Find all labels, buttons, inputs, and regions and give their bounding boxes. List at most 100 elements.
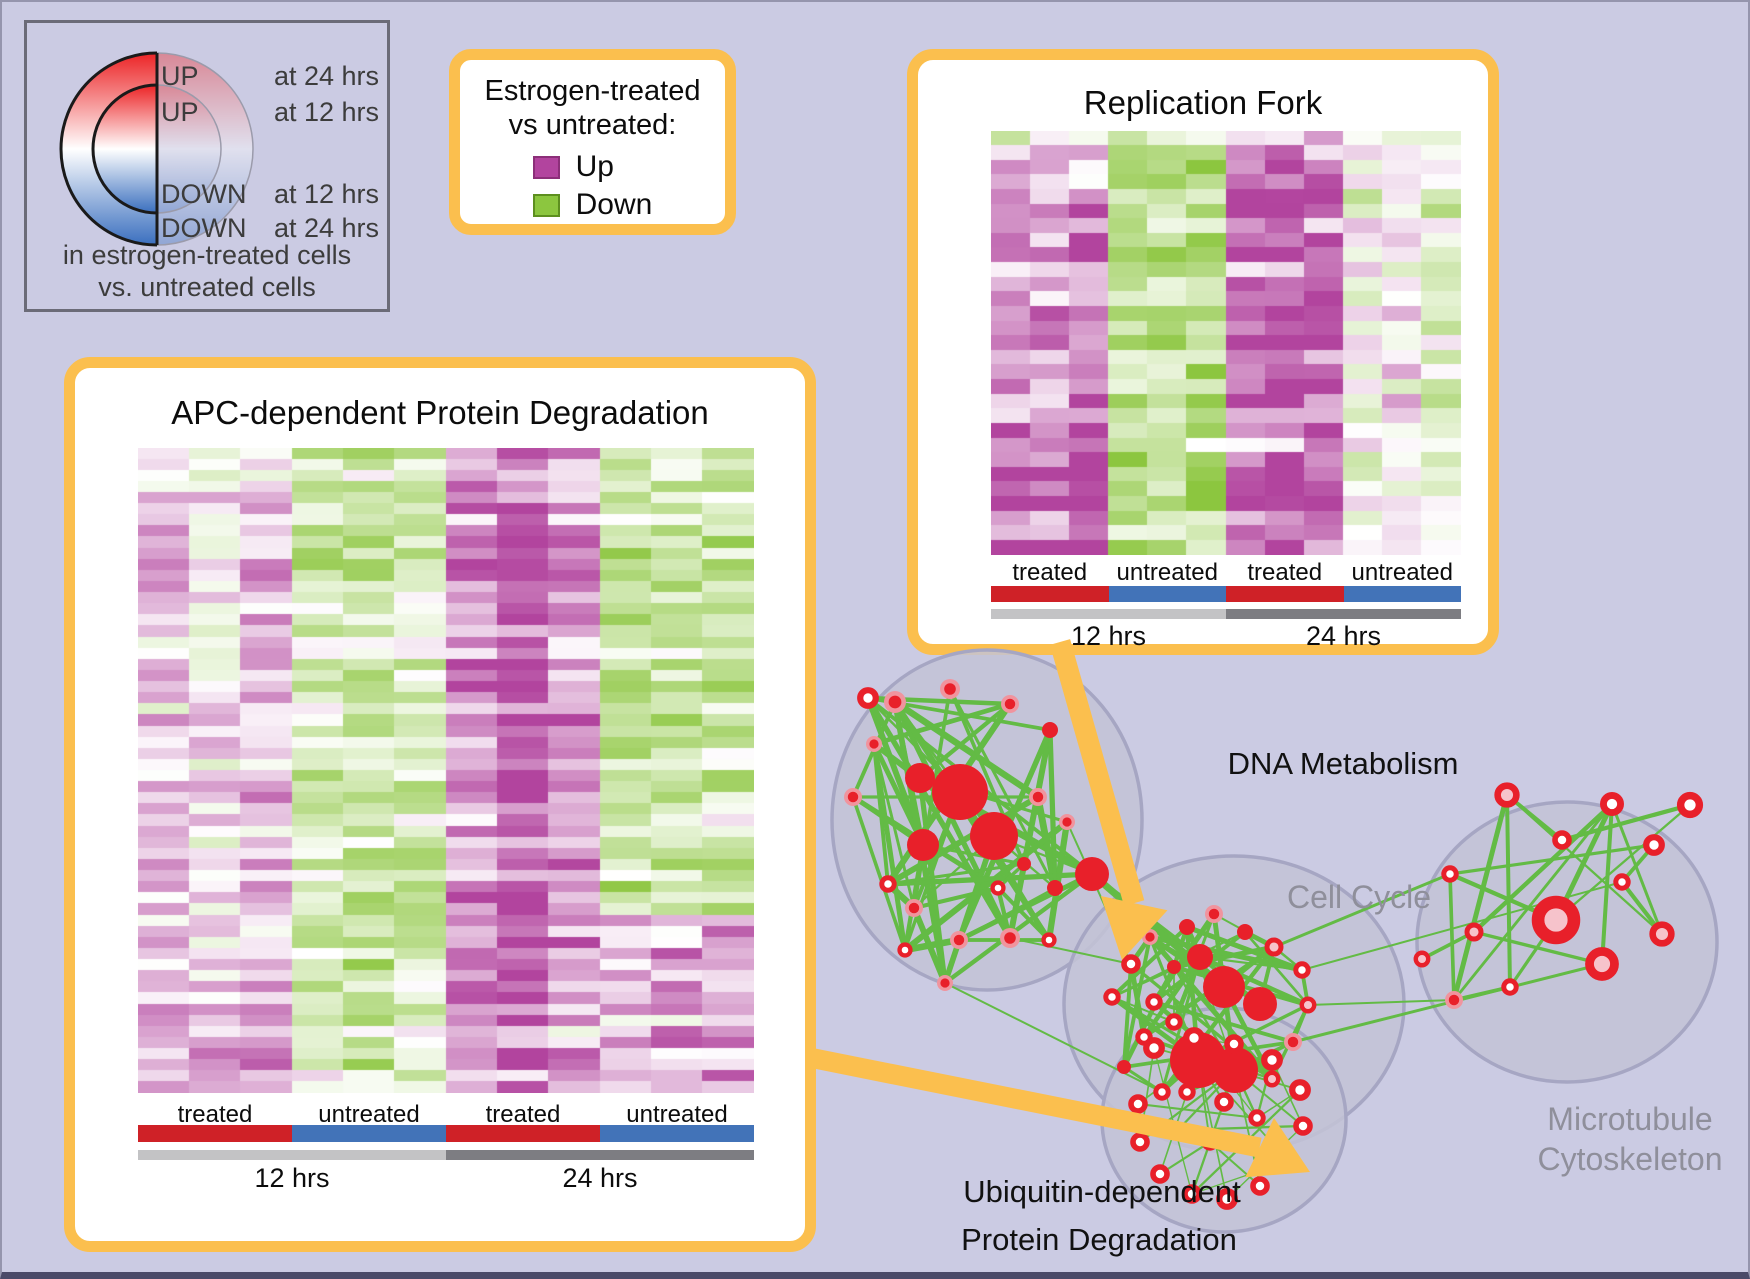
apc-to-network-arrow-head — [1245, 1117, 1310, 1178]
network-node-ring — [990, 880, 1006, 896]
replication-fork-heatmap — [991, 131, 1461, 555]
network-node-halo-core — [1287, 1036, 1299, 1048]
network-node-ring — [1600, 792, 1624, 816]
right-half-fade — [157, 51, 257, 247]
network-edge — [1273, 872, 1451, 949]
network-edge — [1421, 930, 1475, 961]
network-edge — [873, 701, 1011, 747]
heatmap-group-label: treated — [1012, 559, 1088, 586]
network-nodes — [844, 679, 1704, 1210]
network-edge — [1452, 803, 1614, 1001]
network-node-ring — [1145, 993, 1163, 1011]
network-node-ring — [1103, 988, 1121, 1006]
network-node-solid — [1237, 924, 1253, 940]
network-edge — [892, 700, 1052, 942]
network-edge — [944, 982, 1163, 1093]
network-edge — [943, 872, 1094, 985]
network-edge — [911, 906, 948, 985]
network-label: Cell Cycle — [1287, 879, 1431, 915]
network-node-ring — [1293, 961, 1311, 979]
network-edge — [892, 700, 1013, 940]
network-edge — [1451, 794, 1510, 1001]
heatmap-group-label: treated — [485, 1101, 561, 1128]
outer-right-outline — [156, 52, 254, 246]
network-node-pink-ring — [1464, 922, 1484, 942]
network-edge — [1505, 794, 1512, 988]
updown-time-label: at 12 hrs — [274, 97, 379, 127]
color-key-title-line2: vs untreated: — [508, 109, 677, 141]
network-edge — [865, 696, 1013, 940]
network-node-ring — [1261, 1049, 1283, 1071]
apc-panel: APC-dependent Protein Degradation treate… — [64, 357, 816, 1252]
network-node-pink-ring — [1413, 950, 1431, 968]
network-edge — [948, 688, 1057, 889]
network-node-solid — [1187, 944, 1213, 970]
heatmap-group-label: untreated — [626, 1101, 728, 1128]
color-key-label: Up — [575, 150, 614, 183]
network-node-halo-core — [847, 791, 859, 803]
updown-direction-label: UP — [161, 97, 199, 127]
heatmap-group-bar — [1226, 586, 1344, 602]
network-node-solid — [970, 812, 1018, 860]
network-edge — [1307, 999, 1455, 1006]
network-node-pink-ring — [1649, 921, 1675, 947]
network-node-solid — [1243, 987, 1277, 1021]
network-node-solid — [1170, 1032, 1226, 1088]
network-node-ring — [1250, 1176, 1270, 1196]
heatmap-group-bar — [446, 1125, 600, 1142]
apc-title: APC-dependent Protein Degradation — [171, 394, 709, 431]
network-node-pink-ring — [1263, 1070, 1281, 1088]
color-key-items: Up Down — [532, 150, 653, 222]
network-edge — [913, 885, 999, 911]
network-node-ring — [1676, 791, 1704, 819]
network-node-ring — [1643, 834, 1665, 856]
updown-caption-line1: in estrogen-treated cells — [62, 240, 352, 270]
network-edge — [1473, 802, 1613, 934]
updown-direction-label: DOWN — [161, 179, 246, 209]
network-node-pink-ring — [1585, 947, 1619, 981]
network-edge — [1555, 804, 1691, 921]
network-edge — [1034, 796, 1059, 889]
network-node-halo-core — [953, 934, 965, 946]
network-node-pink-ring — [1494, 782, 1520, 808]
network-node-ring — [879, 875, 897, 893]
heatmap-time-label: 12 hrs — [254, 1163, 330, 1193]
network-labels: DNA Metabolism Cell Cycle Microtubule Cytos… — [961, 746, 1722, 1257]
network-edge — [1506, 794, 1663, 935]
network-node-ring — [1216, 1188, 1238, 1210]
heatmap-time-label: 12 hrs — [1070, 621, 1147, 651]
network-edge — [851, 796, 907, 951]
network-label: Protein Degradation — [961, 1222, 1237, 1257]
network-edge — [887, 871, 1093, 887]
network-node-ring — [897, 942, 913, 958]
network-node-pink-ring — [1264, 937, 1284, 957]
updown-legend: UP at 24 hrs UP at 12 hrs DOWN at 12 hrs DOWN a… — [24, 20, 390, 312]
network-label: DNA Metabolism — [1228, 746, 1459, 781]
network-node-halo-core — [1208, 908, 1220, 920]
network-node-ring — [1613, 873, 1631, 891]
updown-circle-diagram: UP at 24 hrs UP at 12 hrs DOWN at 12 hrs DOWN a… — [59, 51, 379, 247]
network-edge — [887, 862, 1025, 886]
network-node-ring — [1182, 1184, 1202, 1204]
outer-left-outline — [59, 51, 158, 247]
network-node-halo-core — [1004, 698, 1016, 710]
network-node-pink-ring — [1299, 996, 1317, 1014]
network-edge — [871, 743, 908, 951]
heatmap-time-bar — [1226, 609, 1461, 619]
network-node-solid — [1179, 919, 1195, 935]
network-edge — [1448, 873, 1456, 1001]
inner-left-outline — [91, 83, 158, 215]
network-node-ring — [857, 687, 879, 709]
network-node-halo-core — [1145, 932, 1155, 942]
heatmap-time-label: 24 hrs — [562, 1163, 638, 1193]
network-edge — [922, 843, 1025, 866]
network-node-halo-core — [1032, 791, 1044, 803]
color-key-label: Down — [575, 188, 653, 221]
network-edge — [1610, 803, 1664, 935]
heatmap-group-bar — [1108, 586, 1226, 602]
network-node-solid — [1075, 857, 1109, 891]
updown-direction-label: UP — [161, 61, 199, 91]
network-node-solid — [1167, 960, 1181, 974]
network-edge — [996, 886, 1051, 942]
